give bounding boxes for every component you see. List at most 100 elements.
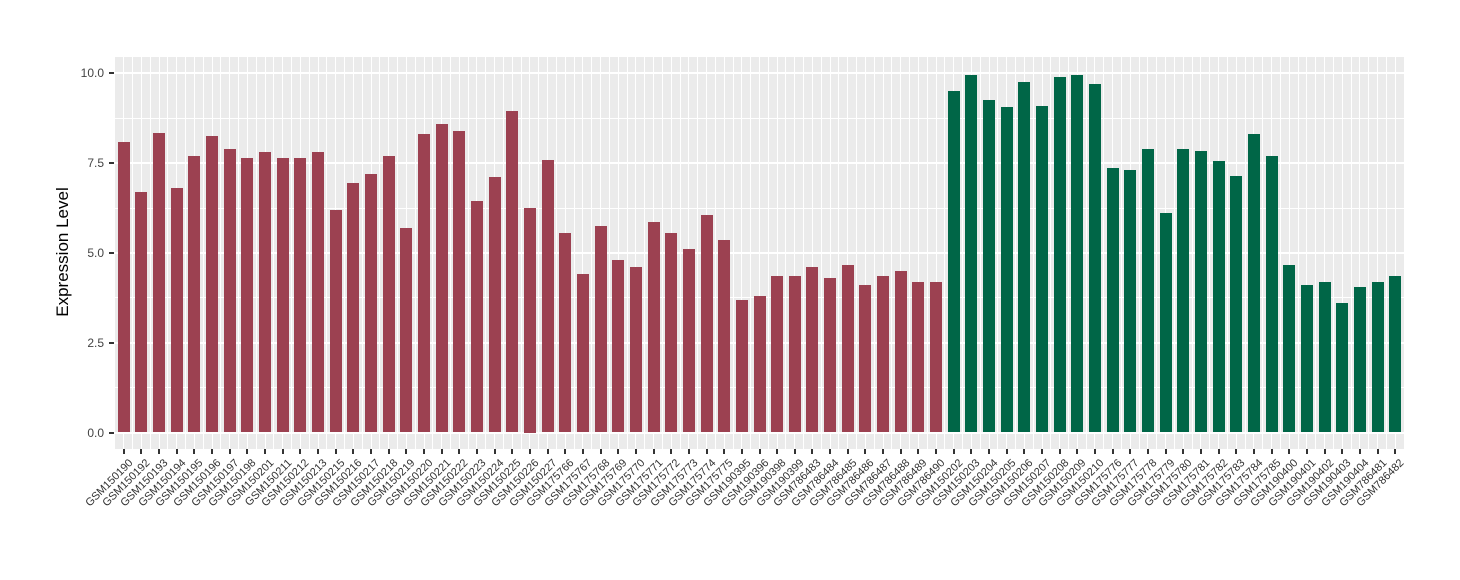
x-tick bbox=[1164, 449, 1167, 454]
bar-GSM190402 bbox=[1318, 281, 1331, 433]
x-tick bbox=[1252, 449, 1255, 454]
x-tick bbox=[546, 449, 549, 454]
bar-GSM175771 bbox=[647, 222, 660, 433]
x-tick bbox=[1323, 449, 1326, 454]
x-tick bbox=[299, 449, 302, 454]
x-tick bbox=[228, 449, 231, 454]
bar-GSM175780 bbox=[1177, 148, 1190, 433]
x-tick bbox=[1005, 449, 1008, 454]
x-tick bbox=[564, 449, 567, 454]
x-tick bbox=[246, 449, 249, 454]
x-tick bbox=[1376, 449, 1379, 454]
bar-GSM150212 bbox=[294, 157, 307, 433]
bar-GSM175782 bbox=[1212, 161, 1225, 433]
x-tick bbox=[917, 449, 920, 454]
x-tick bbox=[829, 449, 832, 454]
y-tick-label: 0.0 bbox=[87, 425, 104, 440]
x-tick bbox=[1394, 449, 1397, 454]
bar-GSM190398 bbox=[771, 276, 784, 433]
x-tick bbox=[1093, 449, 1096, 454]
bar-GSM786482 bbox=[1389, 276, 1402, 433]
bar-GSM150227 bbox=[541, 159, 554, 433]
x-tick bbox=[723, 449, 726, 454]
x-tick bbox=[793, 449, 796, 454]
x-tick bbox=[405, 449, 408, 454]
bar-GSM175775 bbox=[718, 240, 731, 433]
x-tick bbox=[211, 449, 214, 454]
bar-GSM190396 bbox=[753, 296, 766, 433]
bar-GSM150216 bbox=[347, 182, 360, 433]
x-tick bbox=[458, 449, 461, 454]
x-tick bbox=[617, 449, 620, 454]
x-tick bbox=[140, 449, 143, 454]
bar-GSM150217 bbox=[365, 173, 378, 433]
x-tick bbox=[158, 449, 161, 454]
bar-GSM150205 bbox=[1000, 107, 1013, 433]
x-tick bbox=[1041, 449, 1044, 454]
bar-GSM190400 bbox=[1283, 265, 1296, 433]
x-tick bbox=[1358, 449, 1361, 454]
x-tick bbox=[370, 449, 373, 454]
h-gridline-minor bbox=[115, 207, 1404, 209]
bar-GSM150222 bbox=[453, 130, 466, 433]
x-tick bbox=[846, 449, 849, 454]
x-tick bbox=[122, 449, 125, 454]
x-tick bbox=[776, 449, 779, 454]
bar-GSM175785 bbox=[1265, 155, 1278, 433]
bar-GSM150201 bbox=[259, 152, 272, 433]
y-tick bbox=[109, 162, 114, 165]
x-tick bbox=[1199, 449, 1202, 454]
bar-GSM175778 bbox=[1141, 148, 1154, 433]
bar-GSM150210 bbox=[1088, 84, 1101, 433]
x-tick bbox=[1146, 449, 1149, 454]
bar-GSM150197 bbox=[223, 148, 236, 433]
x-tick bbox=[1341, 449, 1344, 454]
x-tick bbox=[634, 449, 637, 454]
x-tick bbox=[740, 449, 743, 454]
y-tick bbox=[109, 251, 114, 254]
x-tick bbox=[440, 449, 443, 454]
x-tick bbox=[1270, 449, 1273, 454]
x-tick bbox=[899, 449, 902, 454]
x-tick bbox=[864, 449, 867, 454]
h-gridline-major bbox=[115, 251, 1404, 254]
x-tick bbox=[1217, 449, 1220, 454]
bar-GSM786484 bbox=[824, 278, 837, 433]
x-tick bbox=[1235, 449, 1238, 454]
bar-GSM786488 bbox=[894, 270, 907, 433]
bar-GSM175781 bbox=[1194, 150, 1207, 433]
bar-GSM786490 bbox=[930, 281, 943, 433]
x-tick bbox=[193, 449, 196, 454]
y-tick-label: 7.5 bbox=[87, 156, 104, 171]
bar-GSM175773 bbox=[682, 249, 695, 433]
x-tick bbox=[1288, 449, 1291, 454]
bar-GSM150213 bbox=[312, 152, 325, 433]
bar-GSM150206 bbox=[1018, 82, 1031, 433]
x-tick bbox=[423, 449, 425, 454]
bar-GSM175784 bbox=[1247, 134, 1260, 433]
x-tick bbox=[387, 449, 390, 454]
bar-GSM150220 bbox=[418, 134, 430, 433]
x-tick bbox=[599, 449, 602, 454]
bar-GSM190403 bbox=[1336, 303, 1349, 433]
y-tick-label: 5.0 bbox=[87, 245, 104, 260]
x-tick bbox=[281, 449, 284, 454]
x-tick bbox=[1076, 449, 1079, 454]
h-gridline-major bbox=[115, 162, 1404, 165]
bar-GSM150195 bbox=[188, 155, 201, 433]
x-tick bbox=[705, 449, 708, 454]
bar-GSM190399 bbox=[788, 276, 801, 433]
x-tick bbox=[475, 449, 478, 454]
x-tick bbox=[811, 449, 814, 454]
bar-GSM150215 bbox=[329, 209, 342, 433]
y-tick bbox=[109, 431, 114, 434]
h-gridline-major bbox=[115, 431, 1404, 434]
bar-GSM150207 bbox=[1036, 105, 1049, 433]
bar-GSM175769 bbox=[612, 260, 625, 433]
bar-GSM786485 bbox=[841, 265, 854, 433]
x-tick bbox=[1129, 449, 1132, 454]
x-tick bbox=[670, 449, 673, 454]
x-tick bbox=[1023, 449, 1026, 454]
y-tick bbox=[109, 341, 114, 344]
bar-GSM175777 bbox=[1124, 170, 1137, 433]
